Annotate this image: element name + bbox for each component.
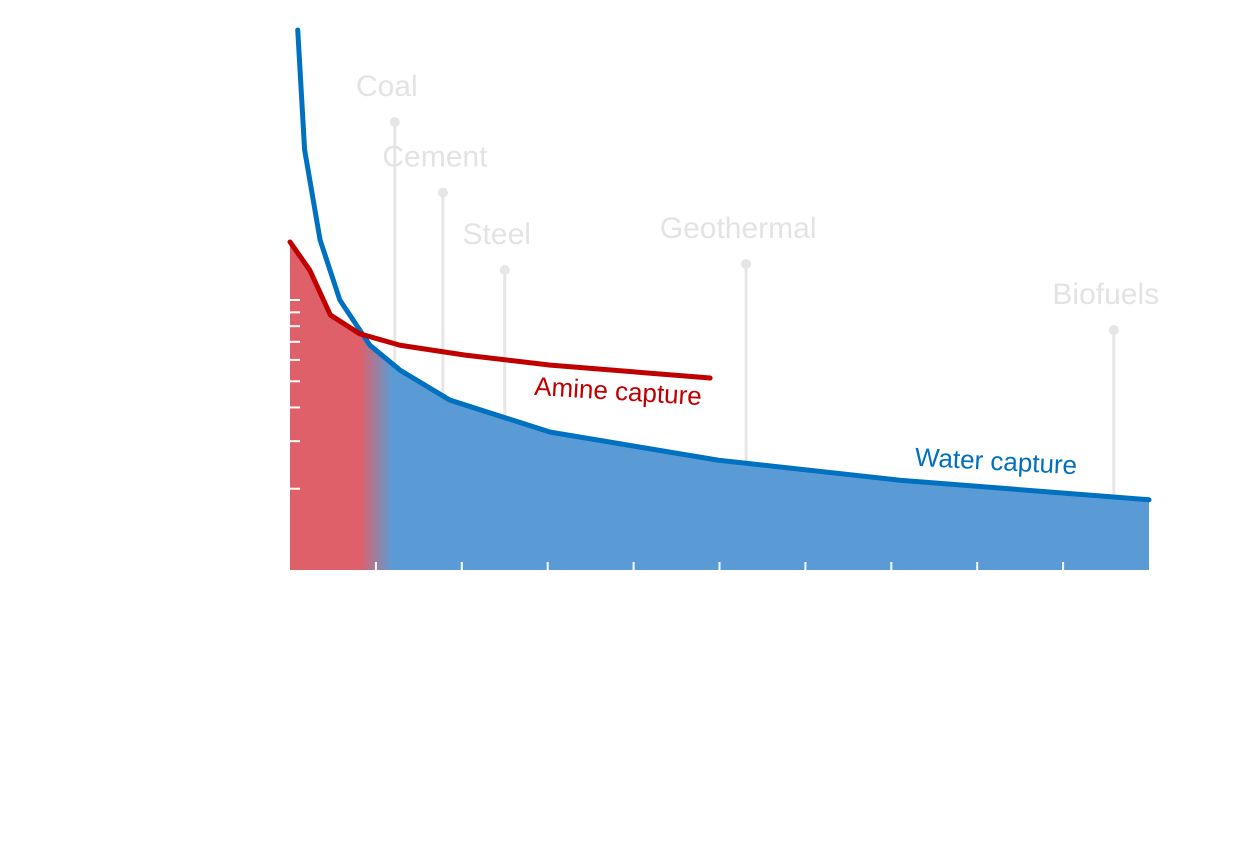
annotation-label: Steel xyxy=(463,218,531,251)
line xyxy=(295,27,1152,503)
annotation-label: Biofuels xyxy=(1052,278,1159,311)
annotation-dot xyxy=(389,117,400,128)
annotation-dot xyxy=(437,187,448,198)
annotation-label: Geothermal xyxy=(660,212,817,245)
annotation-dot xyxy=(741,258,752,269)
annotation-dot xyxy=(1108,325,1119,336)
line xyxy=(287,239,713,381)
annotation-label: Cement xyxy=(382,141,488,174)
series-label: Water capture xyxy=(914,442,1078,480)
annotation-label: Coal xyxy=(356,70,418,103)
annotation-dot xyxy=(499,265,510,276)
cost-area xyxy=(290,241,1149,570)
